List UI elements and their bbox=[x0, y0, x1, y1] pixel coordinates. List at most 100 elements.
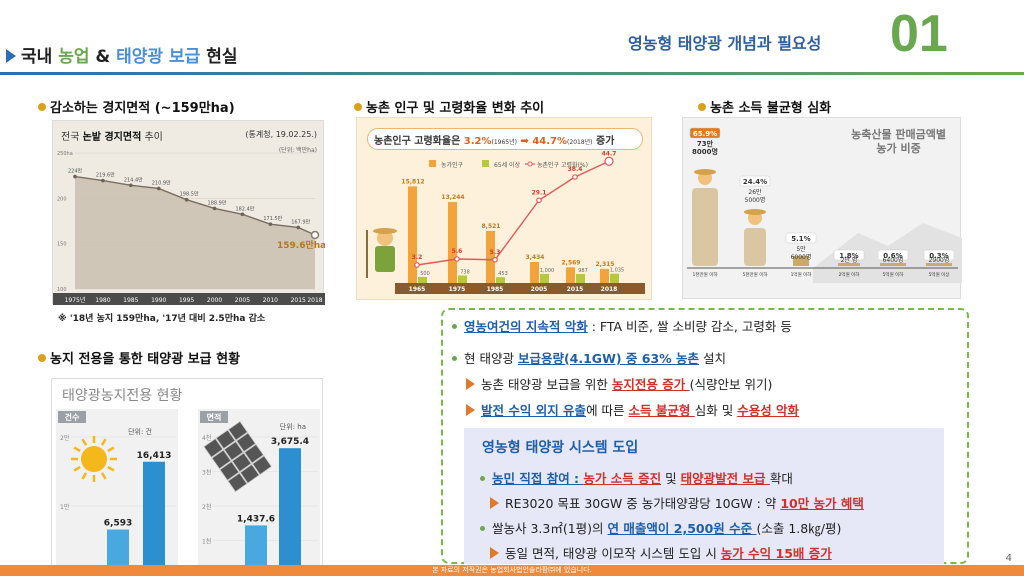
category-label: 1천만원 이하 bbox=[693, 271, 719, 278]
bar-label: 13,244 bbox=[441, 194, 464, 201]
aging-rate-point bbox=[604, 156, 614, 166]
aging-rate-label: 29.1 bbox=[532, 189, 547, 196]
y-tick-label: 1만 bbox=[60, 503, 70, 511]
data-label: 198.5만 bbox=[180, 191, 199, 198]
bar-elderly-population bbox=[576, 273, 585, 283]
system-line-3: 쌀농사 3.3㎡(1평)의 연 매출액이 2,500원 수준 (소출 1.8㎏/… bbox=[480, 518, 841, 537]
bar-label: 1,437.6 bbox=[237, 514, 275, 524]
x-tick-label: 2005 bbox=[235, 297, 250, 304]
aging-rate-line bbox=[416, 160, 610, 266]
count-label: 6400명 bbox=[883, 256, 904, 264]
farmer-hat-icon bbox=[373, 228, 397, 234]
bar-share bbox=[793, 256, 809, 266]
pct-label: 65.9% bbox=[693, 130, 717, 138]
green-dot-icon bbox=[480, 476, 485, 481]
header-divider bbox=[0, 72, 1024, 75]
panel-tab bbox=[200, 411, 228, 423]
bar-farm-population bbox=[486, 230, 495, 283]
farmer-hat-icon bbox=[744, 209, 766, 215]
y-tick-label: 100 bbox=[57, 287, 67, 293]
x-tick-label: 1995 bbox=[179, 297, 194, 304]
solar-cell bbox=[235, 432, 257, 453]
x-tick-label: 1985 bbox=[123, 297, 138, 304]
sun-ray-icon bbox=[73, 465, 81, 472]
population-chart-svg: 농가인구 65세 이상 농촌인구 고령화(%) 15,812 500 13,244 738 8… bbox=[366, 150, 645, 294]
bar-farm-population bbox=[566, 267, 575, 283]
bar-label: 1,000 bbox=[540, 268, 554, 274]
data-label: 188.9만 bbox=[208, 199, 227, 206]
solar-cell bbox=[223, 440, 244, 461]
y-tick-label: 2만 bbox=[60, 434, 70, 442]
bar-label: 1,035 bbox=[610, 268, 624, 274]
aging-rate-label: 5.6 bbox=[452, 248, 463, 255]
panel-unit: 단위: ha bbox=[280, 422, 306, 431]
data-label: 182.4만 bbox=[235, 205, 254, 212]
legend-label: 농촌인구 고령화(%) bbox=[537, 161, 588, 169]
chart-source: (통계청, 19.02.25.) bbox=[245, 130, 317, 139]
sun-ray-icon bbox=[107, 465, 115, 472]
aging-rate-point bbox=[454, 256, 460, 262]
data-label: 214.4만 bbox=[124, 176, 143, 183]
copyright-footer: 본 자료의 저작권은 농업회사법인솔라팜㈜에 있습니다. bbox=[0, 565, 1024, 576]
slide-subtitle: 영농형 태양광 개념과 필요성 bbox=[628, 34, 822, 53]
solar-conversion-chart: 태양광농지전용 현황 건수 단위: 건 2만 1만 6,593 16,413 면적 단위: h… bbox=[51, 378, 323, 576]
bar-label: 16,413 bbox=[137, 451, 172, 461]
solar-cell bbox=[215, 429, 236, 450]
chart-title: 농축산물 판매금액별 농가 비중 bbox=[851, 128, 946, 155]
area-fill bbox=[75, 176, 315, 289]
aging-rate-point bbox=[414, 262, 420, 268]
aging-rate-label: 3.2 bbox=[412, 254, 423, 261]
category-label: 5억원 이상 bbox=[929, 271, 950, 278]
y-tick-label: 4천 bbox=[202, 434, 211, 442]
farmland-area-chart: 전국 논밭 경지면적 추이 (통계청, 19.02.25.) (단위: 백만ha… bbox=[52, 120, 325, 305]
x-tick-label: 2015 bbox=[567, 286, 584, 293]
aging-rate-point bbox=[572, 174, 578, 180]
bar-value bbox=[245, 525, 267, 575]
solar-cell bbox=[203, 438, 224, 458]
triangle-bullet-icon bbox=[6, 49, 16, 63]
data-point bbox=[296, 225, 301, 230]
bar-share bbox=[692, 188, 718, 266]
farmer-body-icon bbox=[375, 246, 395, 272]
system-line-4: 동일 면적, 태양광 이모작 시스템 도입 시 농가 수익 15배 증가 bbox=[490, 543, 832, 562]
bullet-dot-icon bbox=[698, 103, 706, 111]
data-label: 219.6만 bbox=[96, 172, 115, 179]
bar-label: 2,569 bbox=[562, 259, 581, 266]
system-intro-panel bbox=[464, 428, 944, 564]
y-tick-label: 250ha bbox=[57, 151, 73, 157]
section-heading-population: 농촌 인구 및 고령화율 변화 추이 bbox=[354, 97, 544, 116]
bullet-dot-icon bbox=[38, 354, 46, 362]
panel-unit: 단위: 건 bbox=[128, 427, 152, 436]
bar-label: 2,315 bbox=[596, 261, 615, 268]
summary-line-3: 농촌 태양광 보급을 위한 농지전용 증가 (식량안보 위기) bbox=[466, 374, 772, 393]
x-tick-label: 2000 bbox=[207, 297, 222, 304]
green-dot-icon bbox=[480, 526, 485, 531]
x-tick-label: 1985 bbox=[487, 286, 504, 293]
count-label: 26만 bbox=[748, 188, 762, 196]
aging-rate-label: 5.3 bbox=[490, 249, 501, 256]
income-distribution-chart: 농축산물 판매금액별 농가 비중 65.9% 73만 8000명 1천만원 이하 24.4… bbox=[682, 117, 962, 299]
data-label: 210.9만 bbox=[152, 179, 171, 186]
final-label: 159.6만ha bbox=[277, 239, 325, 251]
system-line-2: RE3020 목표 30GW 중 농가태양광당 10GW : 약 10만 농가 … bbox=[490, 493, 864, 512]
bar-farm-population bbox=[448, 202, 457, 283]
count-label: 6000명 bbox=[791, 253, 812, 261]
legend-label: 농가인구 bbox=[441, 161, 464, 169]
green-dot-icon bbox=[452, 356, 457, 361]
aging-rate-point bbox=[536, 197, 542, 204]
x-tick-label: 2015 bbox=[291, 297, 306, 304]
farmer-head-icon bbox=[377, 230, 393, 246]
sun-ray-icon bbox=[81, 438, 88, 446]
data-point bbox=[184, 197, 189, 202]
data-point bbox=[156, 186, 161, 191]
category-label: 5천만원 이하 bbox=[743, 271, 769, 278]
x-tick-label: 1965 bbox=[409, 286, 426, 293]
pct-badge bbox=[689, 127, 721, 139]
legend-label: 65세 이상 bbox=[494, 161, 521, 169]
pct-label: 5.1% bbox=[791, 235, 810, 243]
final-point bbox=[310, 230, 320, 240]
pct-label: 0.3% bbox=[929, 252, 948, 260]
section-number: 01 bbox=[890, 5, 948, 63]
bar-farm-population bbox=[530, 262, 539, 283]
